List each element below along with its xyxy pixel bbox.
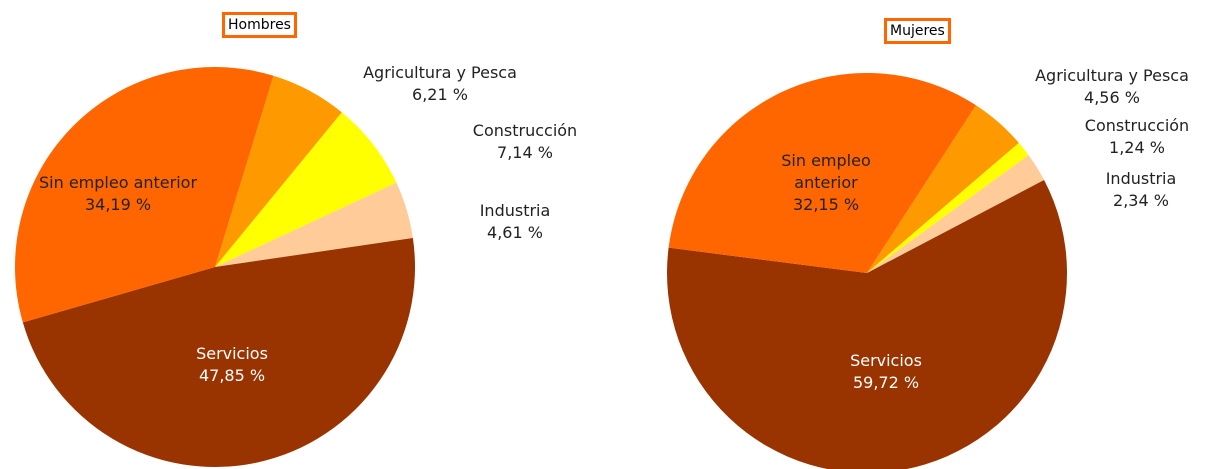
slice-value: 4,61 % bbox=[487, 223, 543, 242]
pie-slice bbox=[215, 112, 397, 268]
pie-slice bbox=[867, 155, 1045, 273]
pie-slice bbox=[668, 73, 976, 273]
slice-label: Industria 4,61 % bbox=[445, 200, 585, 244]
slice-value: 6,21 % bbox=[412, 85, 468, 104]
slice-name: Industria bbox=[479, 201, 551, 220]
pie-slice bbox=[215, 75, 342, 268]
slice-label: Servicios 59,72 % bbox=[806, 350, 966, 394]
slice-label: Industria 2,34 % bbox=[1071, 168, 1211, 212]
slice-label: Servicios 47,85 % bbox=[152, 343, 312, 387]
slice-name: Agricultura y Pesca bbox=[1035, 66, 1189, 85]
slice-value: 32,15 % bbox=[792, 195, 860, 214]
slice-label: Sin empleo anterior 32,15 % bbox=[761, 150, 891, 216]
pie-slice bbox=[867, 142, 1029, 273]
slice-name: Servicios bbox=[196, 344, 268, 363]
slice-name: Servicios bbox=[850, 351, 922, 370]
slice-label: Agricultura y Pesca 6,21 % bbox=[320, 62, 560, 106]
slice-value: 47,85 % bbox=[198, 366, 266, 385]
pie-slice bbox=[215, 182, 413, 267]
pie-slice bbox=[667, 180, 1067, 469]
slice-label: Agricultura y Pesca 4,56 % bbox=[1012, 65, 1212, 109]
slice-name: Agricultura y Pesca bbox=[363, 63, 517, 82]
slice-name: Construcción bbox=[472, 121, 578, 140]
slice-value: 59,72 % bbox=[852, 373, 920, 392]
slice-name: Industria bbox=[1105, 169, 1177, 188]
slice-value: 34,19 % bbox=[84, 195, 152, 214]
slice-name: Sin empleo anterior bbox=[781, 151, 871, 192]
slice-label: Sin empleo anterior 34,19 % bbox=[0, 172, 238, 216]
slice-name: Sin empleo anterior bbox=[38, 173, 198, 192]
pie-slice bbox=[15, 66, 274, 323]
chart-title: Mujeres bbox=[884, 18, 951, 44]
slice-value: 4,56 % bbox=[1084, 88, 1140, 107]
pie-slice bbox=[22, 237, 416, 468]
slice-label: Construcción 7,14 % bbox=[445, 120, 605, 164]
pie-slice bbox=[867, 105, 1019, 273]
slice-label: Construcción 1,24 % bbox=[1057, 115, 1215, 159]
slice-value: 2,34 % bbox=[1113, 191, 1169, 210]
slice-name: Construcción bbox=[1084, 116, 1190, 135]
slice-value: 7,14 % bbox=[497, 143, 553, 162]
slice-value: 1,24 % bbox=[1109, 138, 1165, 157]
chart-title: Hombres bbox=[222, 12, 297, 38]
